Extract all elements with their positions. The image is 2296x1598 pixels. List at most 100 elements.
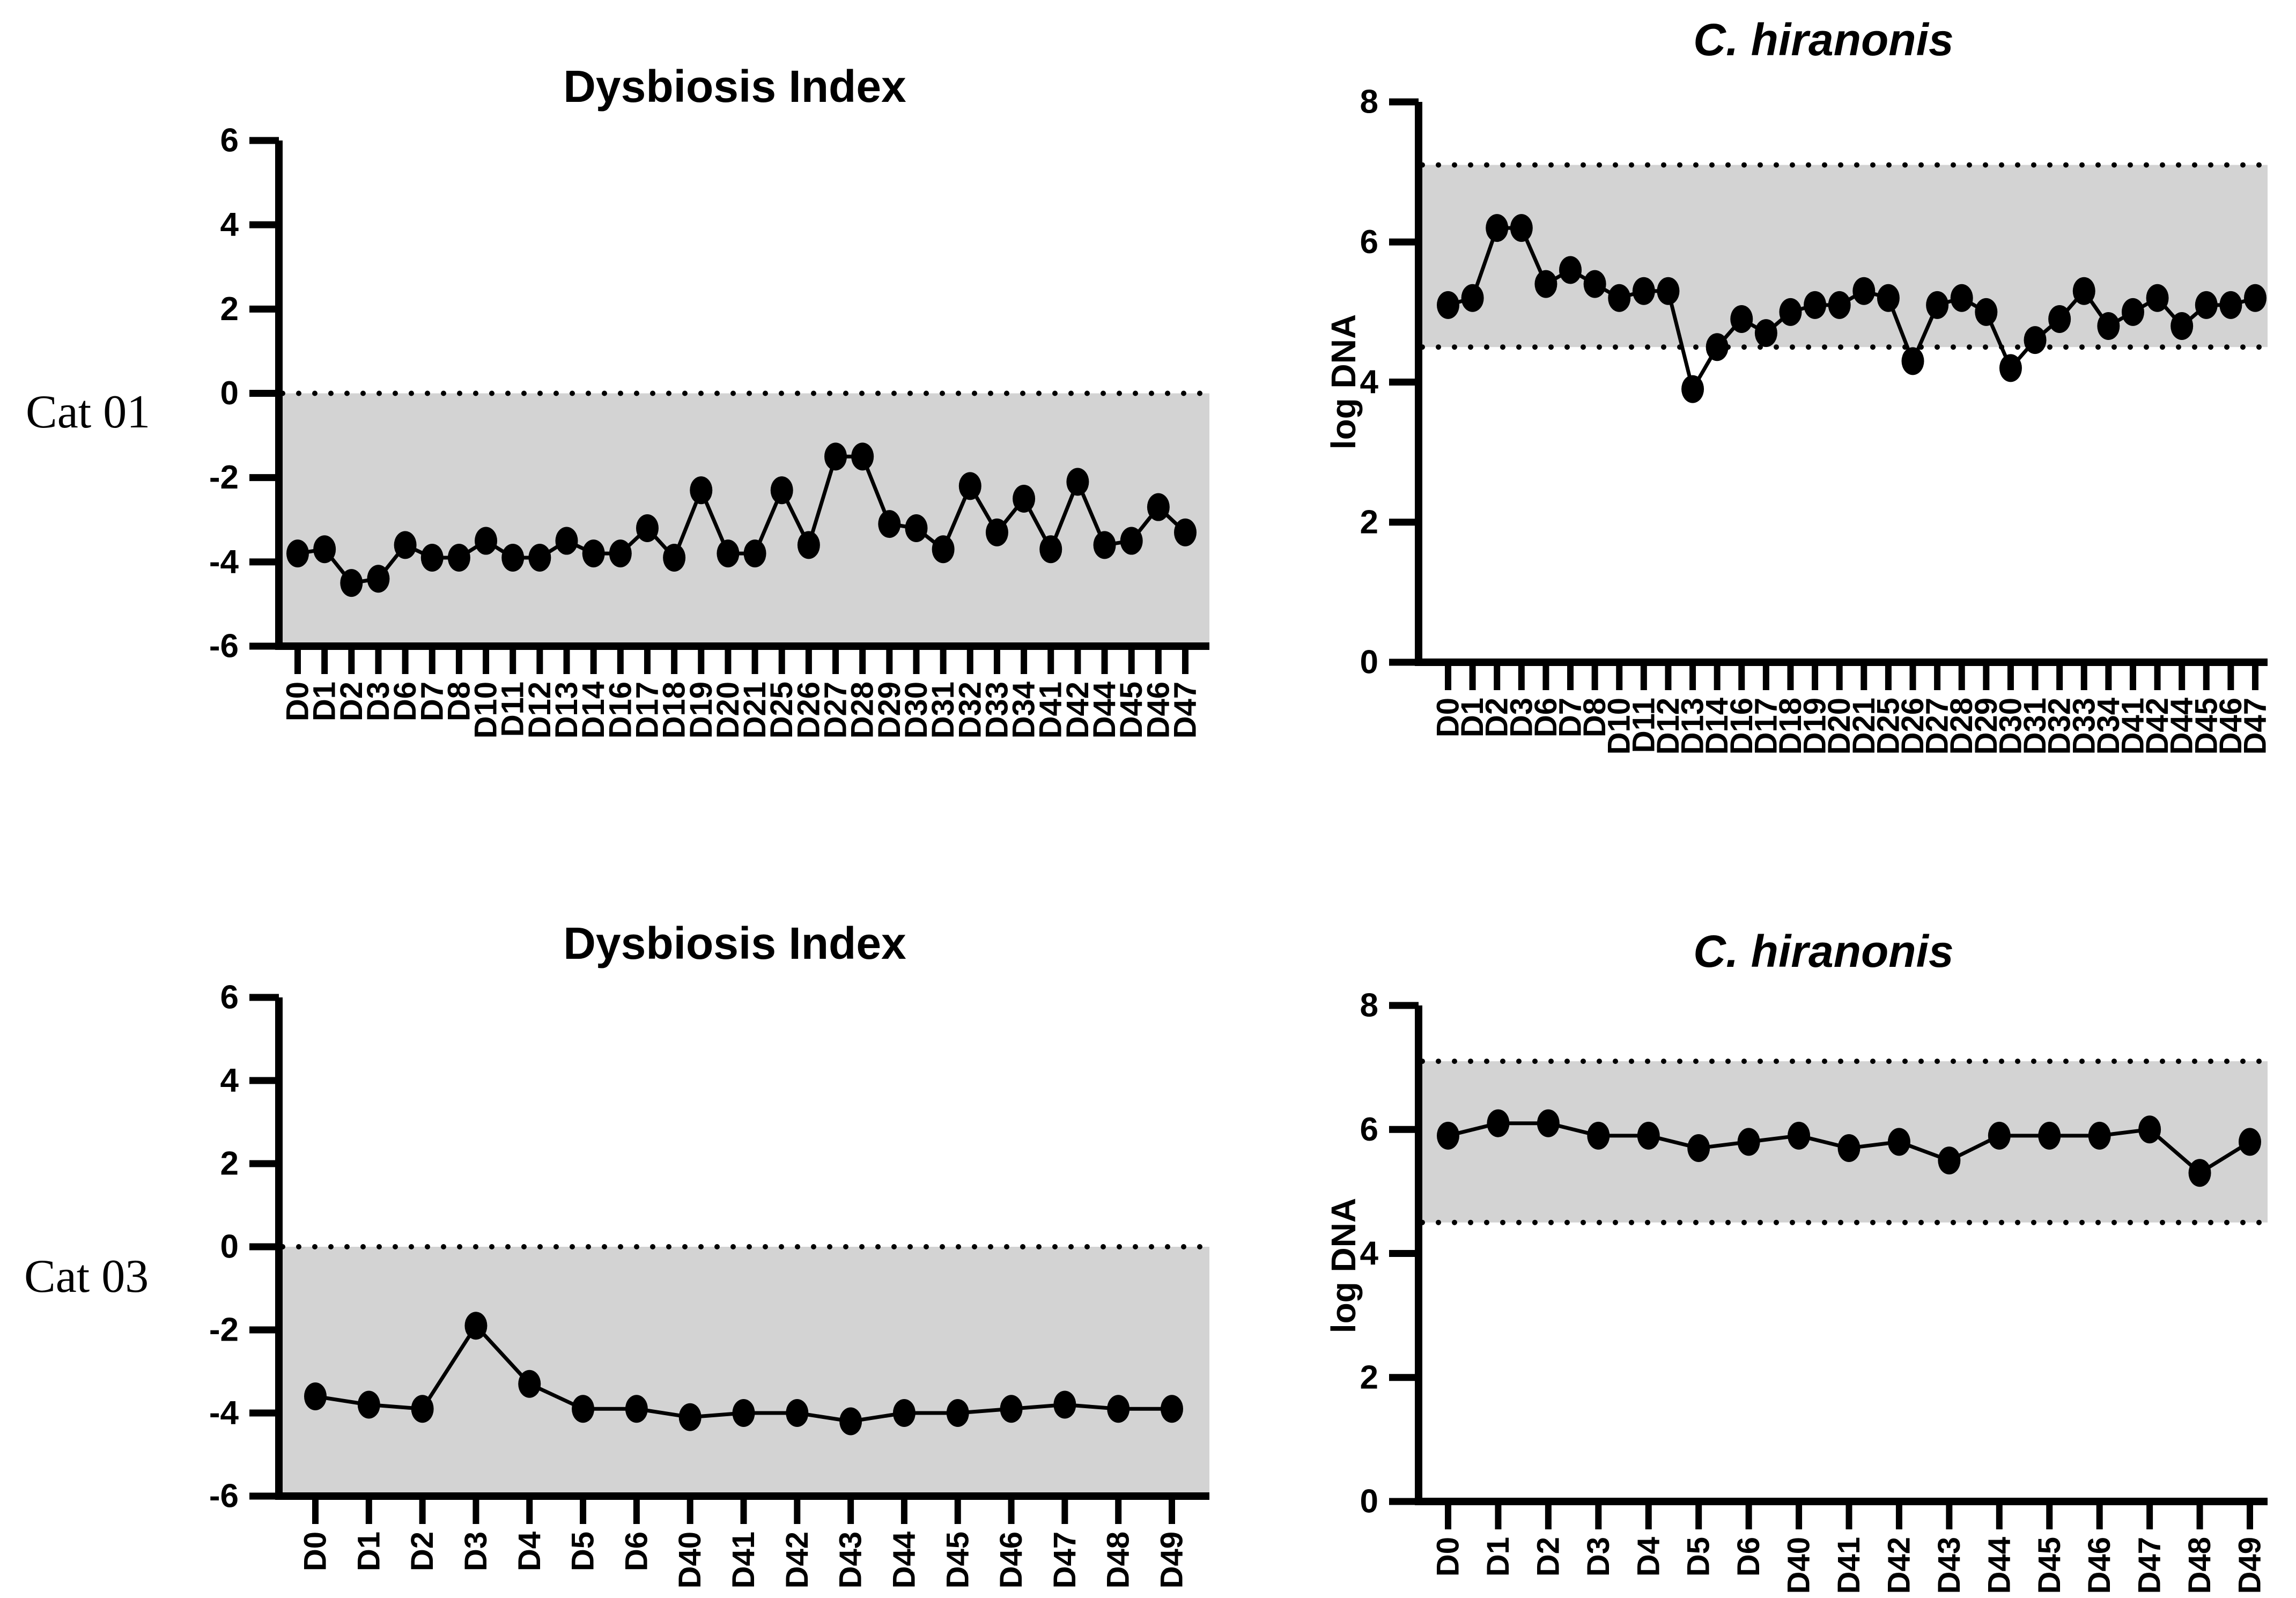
data-point (1174, 518, 1197, 546)
data-point (1975, 298, 1998, 326)
data-point (1039, 535, 1062, 564)
x-tick-label: D30 (899, 682, 934, 738)
x-tick-label: D17 (630, 682, 665, 738)
data-point (464, 1312, 488, 1340)
data-point (1120, 527, 1143, 555)
x-tick-label: D31 (2018, 698, 2053, 754)
data-point (1461, 284, 1484, 312)
data-point (1608, 284, 1631, 312)
x-tick-label: D47 (2238, 698, 2273, 754)
reference-band (283, 1247, 1209, 1492)
data-point (1737, 1128, 1760, 1156)
y-axis-label: log DNA (1324, 314, 1363, 449)
x-tick-label: D10 (469, 682, 504, 738)
x-tick-label: D12 (522, 682, 557, 738)
x-tick-label: D43 (1932, 1537, 1967, 1594)
chart-dysbiosis-index-2: 6 4 2 0 -2 -4 -6 D0 D1 D2 D3 D4 D5 D6 D40 D41 D42 D43 D44 D… (209, 918, 1212, 1588)
data-point (313, 535, 336, 564)
x-tick-label: D29 (1969, 698, 2004, 754)
chart-dysbiosis-index-0: 6420-2-4-6D0D1D2D3D6D7D8D10D11D12D13D14D… (209, 61, 1212, 738)
x-tick-label: D34 (2091, 698, 2126, 754)
x-tick-label: D41 (1832, 1537, 1866, 1594)
data-point (2244, 284, 2267, 312)
x-tick-label: D43 (833, 1532, 868, 1588)
data-point (690, 476, 713, 505)
data-point (1013, 484, 1036, 513)
data-point (367, 565, 390, 593)
data-point (851, 442, 874, 471)
data-point (878, 510, 901, 538)
x-tick-label: D41 (726, 1532, 761, 1588)
data-point (501, 543, 525, 572)
data-point (1107, 1395, 1130, 1423)
x-tick-label: D18 (657, 682, 692, 738)
x-tick-label: D0 (298, 1532, 333, 1571)
x-tick-label: D20 (1822, 698, 1857, 754)
x-tick-label: D44 (1087, 682, 1122, 738)
data-point (2188, 1159, 2211, 1187)
chart-c-hiranonis-3: 8 6 4 2 0 D0 D1 D2 D3 D4 D5 D6 D40 D41 D42 D43 D44 D45 D46… (1324, 926, 2270, 1594)
data-point (1510, 214, 1533, 242)
y-tick-label: 0 (1360, 1483, 1378, 1520)
y-tick-label: 2 (220, 1145, 239, 1182)
x-tick-label: D49 (1155, 1532, 1190, 1588)
x-tick-label: D25 (764, 682, 799, 738)
data-point (1901, 347, 1924, 375)
data-point (1887, 1128, 1910, 1156)
data-point (1147, 493, 1170, 521)
chart-title: C. hiranonis (1693, 926, 1953, 976)
data-point (304, 1382, 327, 1410)
data-point (1687, 1134, 1710, 1162)
y-tick-label: 2 (1360, 1359, 1378, 1396)
data-line (297, 454, 1187, 585)
x-tick-label: D2 (334, 682, 369, 721)
data-point (2121, 298, 2144, 326)
y-tick-label: 8 (1360, 84, 1378, 121)
x-tick-label: D1 (1481, 1537, 1516, 1577)
data-point (357, 1390, 380, 1419)
x-tick-label: D26 (791, 682, 826, 738)
data-point (636, 514, 659, 542)
data-point (394, 531, 417, 559)
data-point (1657, 277, 1680, 305)
data-point (2171, 312, 2194, 340)
x-tick-label: D25 (1871, 698, 1906, 754)
data-point (1788, 1121, 1811, 1150)
y-axis-label: log DNA (1324, 1198, 1363, 1333)
data-point (1537, 1109, 1560, 1137)
data-point (625, 1395, 648, 1423)
y-tick-label: 4 (220, 1062, 239, 1099)
x-tick-label: D11 (1626, 698, 1661, 753)
x-tick-label: D33 (2066, 698, 2101, 754)
data-point (1730, 305, 1753, 333)
x-tick-label: D10 (1602, 698, 1637, 754)
x-tick-label: D12 (1651, 698, 1686, 754)
x-tick-label: D48 (2182, 1537, 2217, 1594)
data-point (1559, 256, 1582, 284)
data-point (905, 514, 928, 542)
data-point (2048, 305, 2071, 333)
x-tick-label: D1 (307, 682, 342, 721)
data-point (1587, 1121, 1610, 1150)
data-point (582, 539, 605, 568)
x-tick-label: D34 (1007, 682, 1042, 738)
y-tick-label: -2 (209, 459, 239, 496)
y-tick-label: 4 (1360, 1235, 1379, 1272)
y-tick-label: -6 (209, 1478, 239, 1515)
data-point (2038, 1121, 2061, 1150)
data-point (1681, 375, 1704, 403)
x-tick-label: D14 (576, 682, 611, 738)
data-point (1053, 1390, 1076, 1419)
data-point (932, 535, 955, 564)
x-tick-label: D7 (1553, 698, 1588, 737)
y-tick-label: 6 (220, 979, 239, 1016)
x-tick-label: D21 (1847, 698, 1881, 754)
x-tick-label: D26 (1895, 698, 1930, 754)
data-point (572, 1395, 595, 1423)
data-point (2138, 1115, 2161, 1144)
data-point (786, 1399, 809, 1427)
chart-title: Dysbiosis Index (563, 918, 906, 968)
x-tick-label: D19 (684, 682, 719, 738)
x-tick-label: D16 (603, 682, 638, 738)
y-tick-label: 4 (220, 206, 239, 243)
